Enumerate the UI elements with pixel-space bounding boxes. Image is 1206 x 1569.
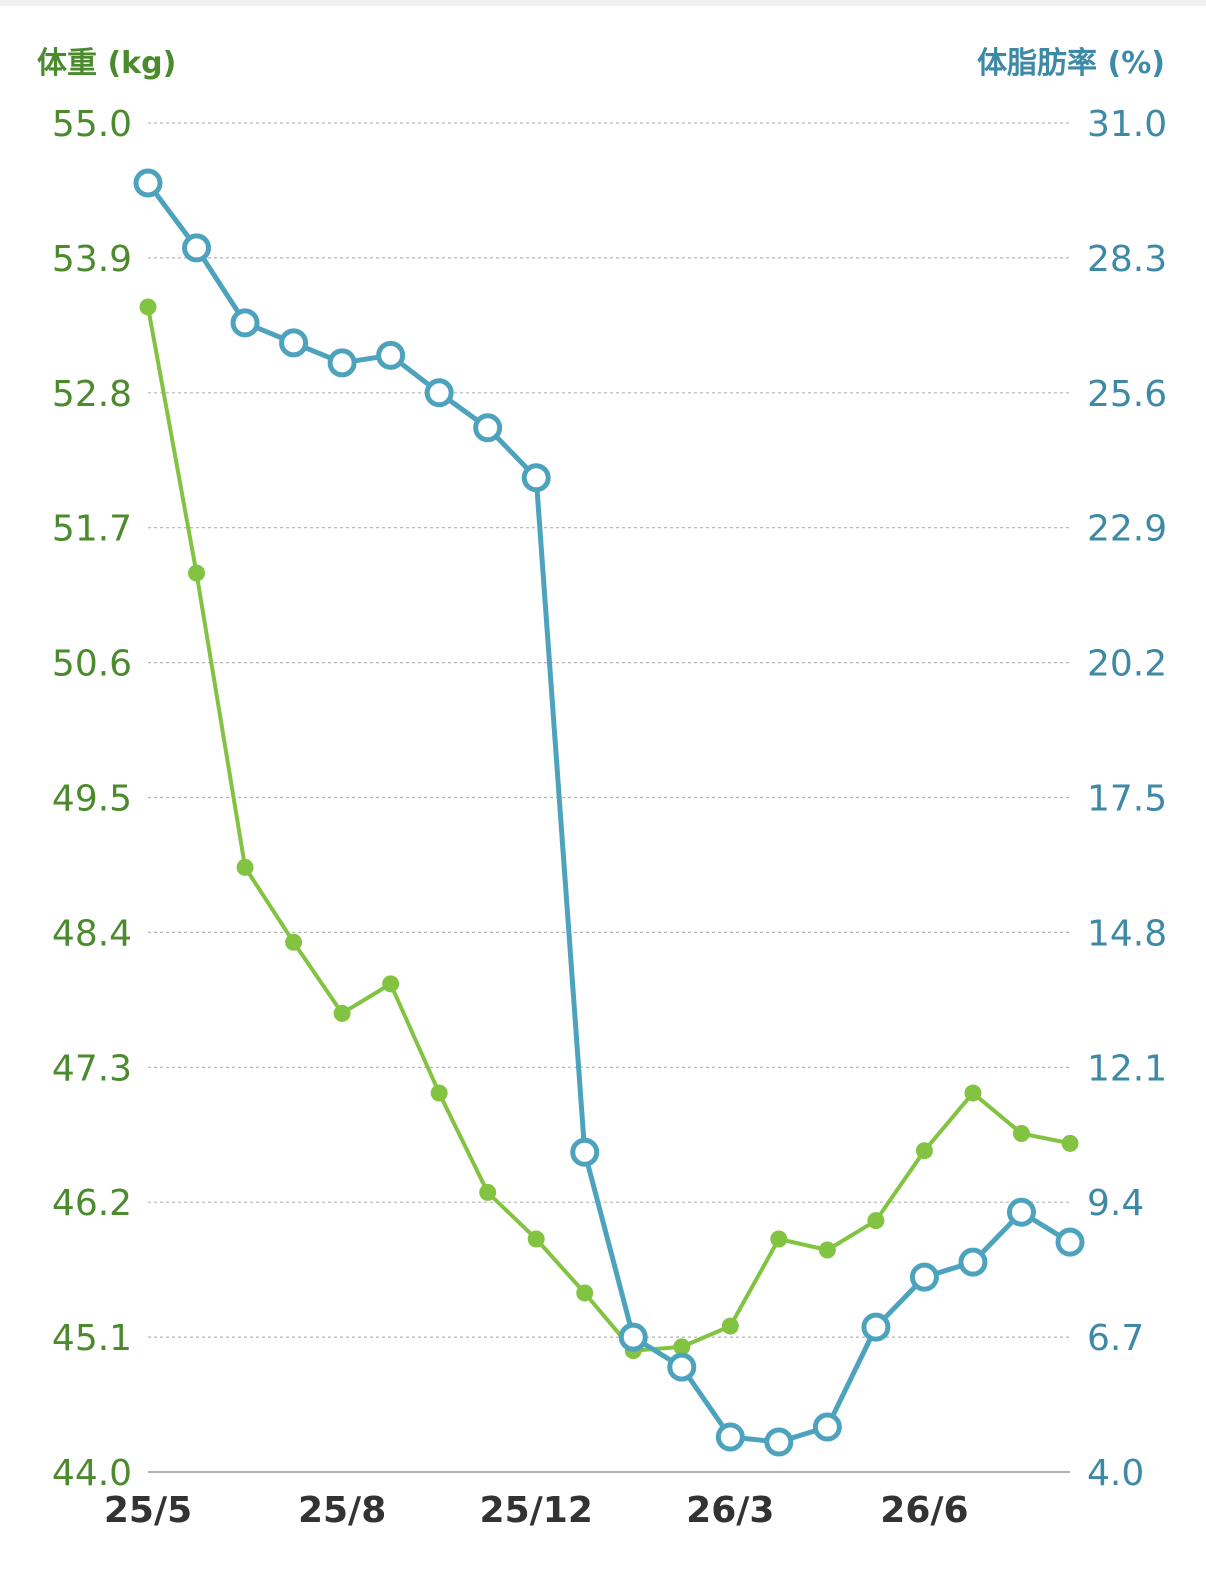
weight-point xyxy=(721,1317,739,1335)
body-fat-point xyxy=(376,340,406,370)
body-fat-point xyxy=(327,348,357,378)
body-fat-point xyxy=(182,233,212,263)
weight-point xyxy=(479,1183,497,1201)
left-tick-label: 53.9 xyxy=(52,239,132,280)
right-tick-label: 20.2 xyxy=(1087,644,1167,685)
weight-point xyxy=(382,975,400,993)
weight-line xyxy=(146,305,1072,1353)
weight-point xyxy=(1061,1134,1079,1152)
right-tick-label: 9.4 xyxy=(1087,1183,1144,1224)
left-tick-label: 44.0 xyxy=(52,1453,132,1494)
gridlines xyxy=(148,122,1070,1473)
weight-point xyxy=(964,1084,982,1102)
body-fat-point xyxy=(909,1262,939,1292)
weight-point xyxy=(867,1212,885,1230)
x-axis-ticks: 25/5 25/8 25/12 26/3 26/6 xyxy=(104,1490,969,1531)
body-fat-point xyxy=(715,1422,745,1452)
left-tick-label: 55.0 xyxy=(52,104,132,145)
weight-point xyxy=(1012,1125,1030,1143)
weight-point xyxy=(673,1338,691,1356)
body-fat-point xyxy=(279,328,309,358)
top-strip xyxy=(0,0,1206,6)
body-fat-point xyxy=(1006,1197,1036,1227)
body-fat-point xyxy=(618,1322,648,1352)
body-fat-point xyxy=(764,1427,794,1457)
left-tick-label: 49.5 xyxy=(52,779,132,820)
body-fat-point xyxy=(521,463,551,493)
right-tick-label: 4.0 xyxy=(1087,1453,1144,1494)
weight-point xyxy=(236,858,254,876)
left-tick-label: 50.6 xyxy=(52,644,132,685)
body-fat-point xyxy=(133,168,163,198)
right-tick-label: 6.7 xyxy=(1087,1318,1144,1359)
right-tick-label: 31.0 xyxy=(1087,104,1167,145)
weight-point xyxy=(188,564,206,582)
body-fat-point xyxy=(424,378,454,408)
weight-point xyxy=(430,1084,448,1102)
right-tick-label: 17.5 xyxy=(1087,779,1167,820)
series-layer xyxy=(133,168,1085,1457)
weight-point xyxy=(285,933,303,951)
weight-point xyxy=(527,1230,545,1248)
weight-point xyxy=(333,1004,351,1022)
left-tick-label: 52.8 xyxy=(52,374,132,415)
body-fat-point xyxy=(1055,1227,1085,1257)
left-axis-title: 体重 (kg) xyxy=(37,46,176,81)
left-tick-label: 46.2 xyxy=(52,1183,132,1224)
left-tick-label: 47.3 xyxy=(52,1048,132,1089)
body-fat-point xyxy=(861,1312,891,1342)
left-tick-label: 51.7 xyxy=(52,509,132,550)
x-tick-label: 26/3 xyxy=(686,1490,774,1531)
left-tick-label: 48.4 xyxy=(52,913,132,954)
right-tick-label: 14.8 xyxy=(1087,913,1167,954)
right-axis-ticks: 31.0 28.3 25.6 22.9 20.2 17.5 14.8 12.1 9.4 6.7 4.… xyxy=(1087,104,1167,1494)
weight-point xyxy=(576,1284,594,1302)
right-tick-label: 28.3 xyxy=(1087,239,1167,280)
body-fat-point xyxy=(473,413,503,443)
body-fat-point xyxy=(958,1247,988,1277)
weight-point xyxy=(818,1241,836,1259)
x-tick-label: 26/6 xyxy=(880,1490,968,1531)
body-fat-point xyxy=(570,1137,600,1167)
body-fat-line xyxy=(145,180,1073,1445)
x-tick-label: 25/5 xyxy=(104,1490,192,1531)
right-tick-label: 22.9 xyxy=(1087,509,1167,550)
weight-point xyxy=(139,298,157,316)
left-tick-label: 45.1 xyxy=(52,1318,132,1359)
right-tick-label: 25.6 xyxy=(1087,374,1167,415)
left-axis-ticks: 55.0 53.9 52.8 51.7 50.6 49.5 48.4 47.3 46.2 45.1… xyxy=(52,104,132,1494)
weight-point xyxy=(770,1230,788,1248)
right-axis-title: 体脂肪率 (%) xyxy=(977,46,1165,81)
weight-series xyxy=(139,298,1079,1360)
x-tick-label: 25/8 xyxy=(298,1490,386,1531)
right-tick-label: 12.1 xyxy=(1087,1048,1167,1089)
weight-point xyxy=(915,1142,933,1160)
body-fat-series xyxy=(133,168,1085,1457)
body-fat-point xyxy=(667,1352,697,1382)
body-fat-point xyxy=(812,1412,842,1442)
body-fat-point xyxy=(230,308,260,338)
x-tick-label: 25/12 xyxy=(480,1490,593,1531)
